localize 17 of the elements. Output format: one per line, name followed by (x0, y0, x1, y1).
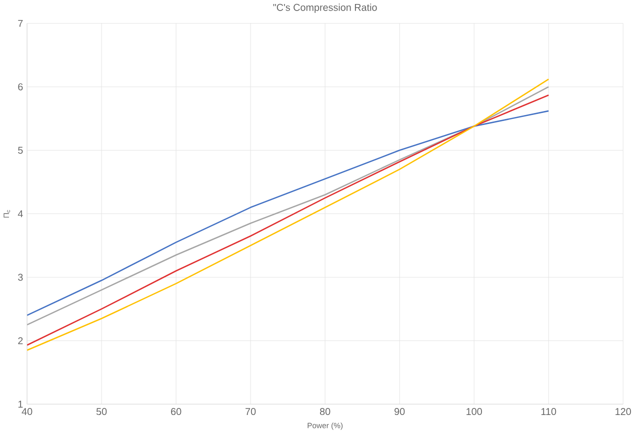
x-tick-label: 120 (616, 408, 631, 415)
x-tick-label: 100 (466, 408, 482, 415)
y-tick-label: 4 (18, 210, 23, 217)
y-tick-label: 3 (18, 274, 23, 281)
y-tick-label: 2 (18, 337, 23, 344)
y-tick-label: 5 (18, 146, 23, 154)
x-tick-label: 90 (394, 408, 405, 415)
chart-title: "C's Compression Ratio (273, 3, 377, 13)
x-tick-label: 40 (22, 408, 32, 415)
x-tick-label: 70 (246, 408, 256, 415)
x-tick-label: 60 (171, 408, 182, 415)
y-tick-label: 6 (18, 83, 23, 90)
y-tick-label: 7 (18, 20, 23, 27)
x-tick-label: 80 (320, 408, 330, 415)
x-tick-label: 50 (96, 408, 107, 415)
x-tick-label: 110 (541, 408, 556, 415)
y-tick-label: 1 (18, 400, 23, 408)
